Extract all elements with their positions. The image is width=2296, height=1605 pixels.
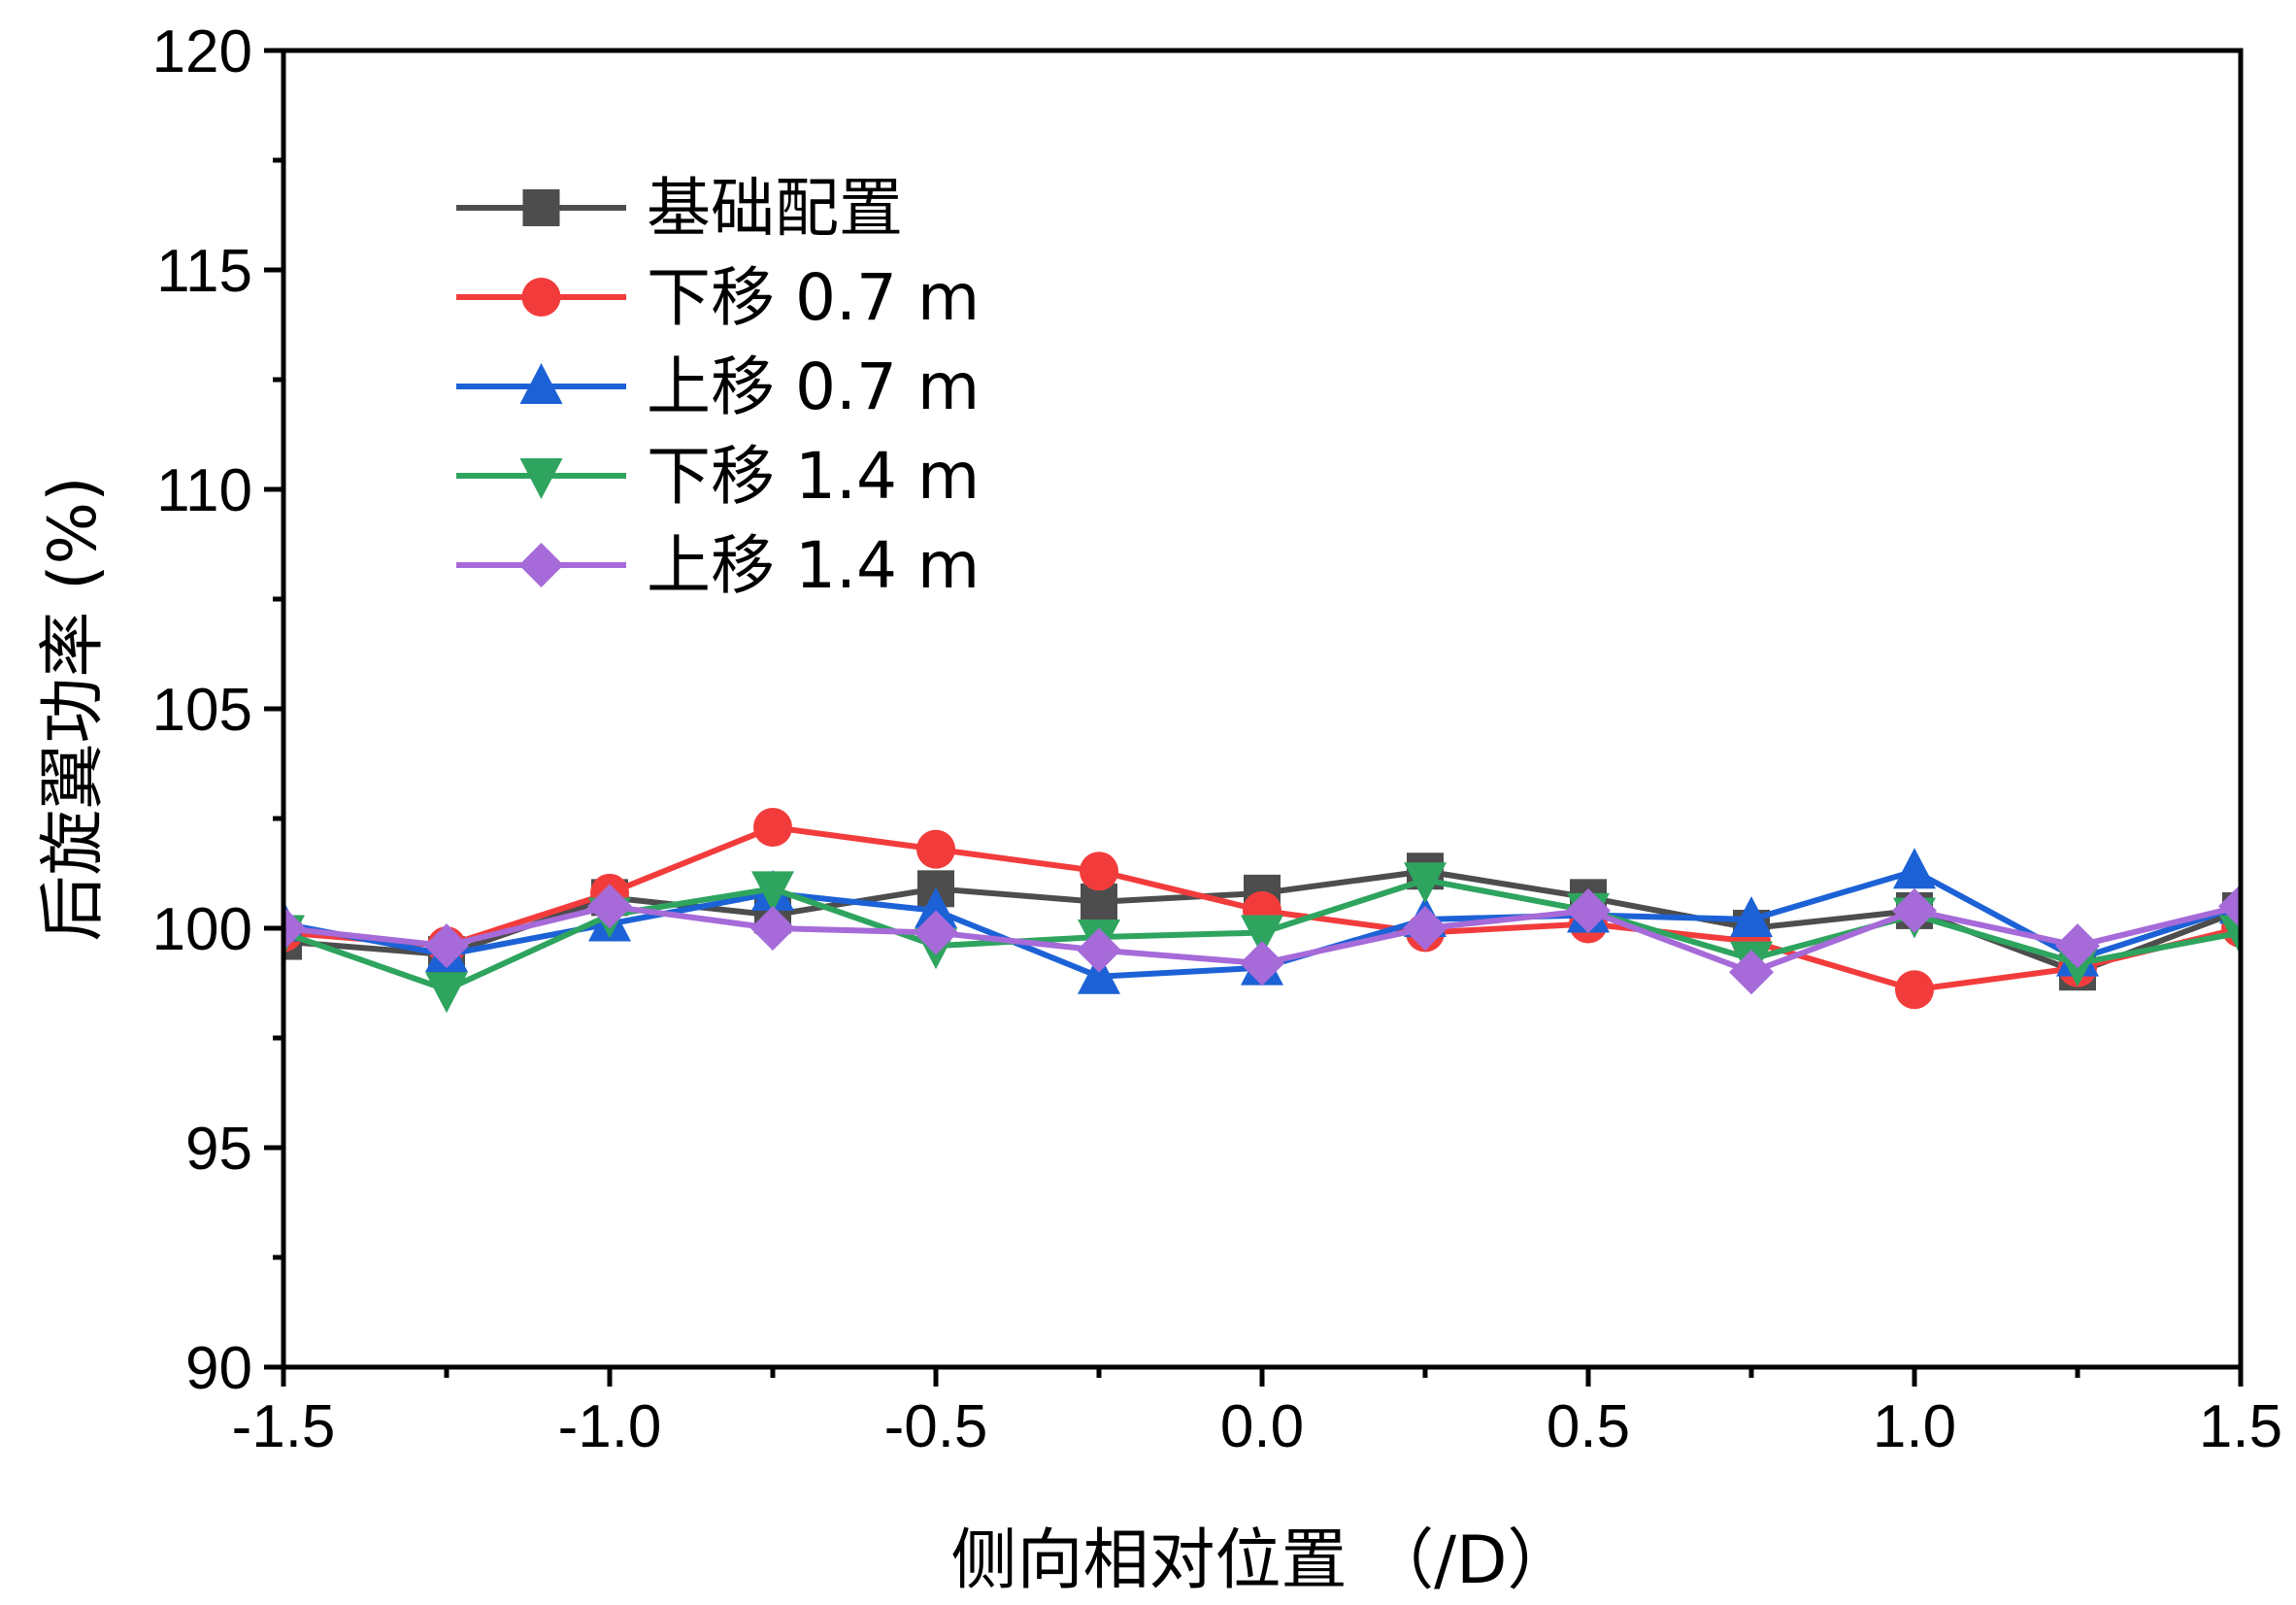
data-point — [1566, 887, 1611, 933]
x-tick-label: -0.5 — [884, 1393, 988, 1460]
y-axis-title: 后旋翼功率 (%) — [35, 476, 112, 941]
data-point — [1080, 852, 1118, 891]
legend-marker — [518, 543, 564, 587]
plot-area-frame — [281, 48, 2244, 1370]
y-tick-label: 110 — [156, 457, 252, 524]
data-point — [2219, 915, 2241, 956]
x-tick-label: -1.0 — [558, 1393, 662, 1460]
x-axis-title: 侧向相对位置 （/D） — [951, 1522, 1574, 1599]
legend-marker — [522, 189, 560, 226]
data-point — [1895, 970, 1934, 1010]
y-tick-labels: 90 95 100 105 110 115 120 — [152, 18, 252, 1402]
x-tick-label: -1.5 — [232, 1393, 336, 1460]
legend-label: 下移 1.4 m — [647, 439, 980, 514]
legend-label: 下移 0.7 m — [647, 260, 980, 335]
data-point — [753, 808, 792, 848]
data-point — [914, 910, 958, 955]
legend-marker — [521, 278, 561, 317]
legend-item: 下移 0.7 m — [456, 260, 980, 335]
y-tick-label: 105 — [152, 677, 252, 744]
y-tick-label: 100 — [152, 896, 252, 963]
data-point — [751, 871, 794, 913]
y-tick-label: 115 — [156, 238, 252, 305]
data-point — [587, 884, 632, 929]
data-point — [1240, 941, 1284, 986]
legend-label: 上移 1.4 m — [647, 528, 980, 603]
data-point — [1730, 895, 1773, 937]
tick-marks — [264, 48, 2244, 1387]
data-point — [425, 972, 468, 1014]
data-point — [283, 906, 306, 951]
series-5 — [283, 884, 2241, 995]
data-point — [2055, 923, 2100, 969]
legend-label: 上移 0.7 m — [647, 350, 980, 424]
legend-marker — [519, 458, 563, 499]
legend-marker — [519, 363, 563, 404]
legend-item: 基础配置 — [456, 171, 903, 246]
x-tick-label: 0.5 — [1547, 1393, 1630, 1460]
data-point — [424, 923, 469, 969]
data-point — [1403, 906, 1447, 951]
legend-label: 基础配置 — [647, 171, 903, 246]
data-point — [1893, 848, 1936, 889]
data-point — [916, 829, 955, 869]
data-point — [1077, 927, 1121, 973]
data-point — [1078, 953, 1120, 994]
data-point — [750, 906, 795, 951]
legend-item: 上移 1.4 m — [456, 528, 980, 603]
y-tick-label: 90 — [185, 1335, 252, 1402]
data-point — [915, 886, 957, 928]
legend-item: 下移 1.4 m — [456, 439, 980, 514]
data-point — [2218, 884, 2241, 929]
x-tick-label: 0.0 — [1220, 1393, 1304, 1460]
series-layer — [283, 808, 2241, 1014]
y-tick-label: 120 — [152, 18, 252, 85]
data-point — [1729, 950, 1774, 995]
data-point — [1404, 862, 1447, 904]
y-tick-label: 95 — [185, 1116, 252, 1183]
x-tick-label: 1.0 — [1873, 1393, 1956, 1460]
legend-item: 上移 0.7 m — [456, 350, 980, 424]
data-point — [1892, 887, 1937, 933]
data-point — [1241, 915, 1283, 956]
x-tick-label: 1.5 — [2199, 1393, 2282, 1460]
x-tick-labels: -1.5 -1.0 -0.5 0.0 0.5 1.0 1.5 — [232, 1393, 2283, 1460]
